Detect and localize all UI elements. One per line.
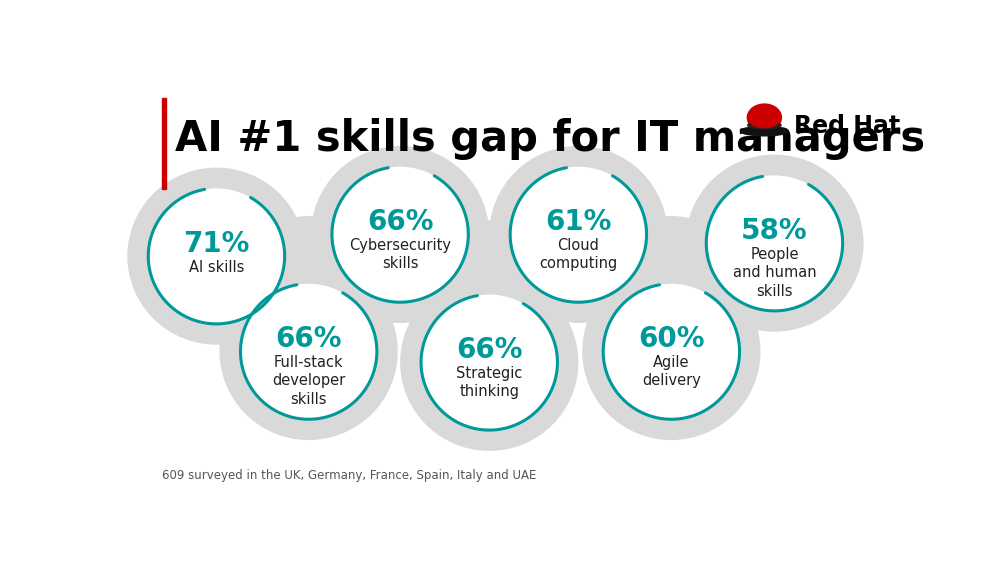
- Ellipse shape: [582, 263, 761, 440]
- Ellipse shape: [748, 122, 781, 129]
- Ellipse shape: [412, 220, 567, 374]
- Text: 609 surveyed in the UK, Germany, France, Spain, Italy and UAE: 609 surveyed in the UK, Germany, France,…: [162, 468, 537, 481]
- FancyBboxPatch shape: [162, 98, 166, 189]
- Ellipse shape: [231, 216, 386, 370]
- Ellipse shape: [706, 175, 843, 311]
- Text: Red Hat: Red Hat: [794, 114, 900, 138]
- Text: Agile
delivery: Agile delivery: [642, 355, 701, 388]
- Text: 66%: 66%: [275, 325, 342, 354]
- Ellipse shape: [741, 127, 788, 136]
- Text: 66%: 66%: [367, 208, 433, 236]
- Ellipse shape: [148, 189, 285, 324]
- Text: 58%: 58%: [741, 217, 808, 245]
- Text: 71%: 71%: [183, 230, 250, 258]
- Text: Cybersecurity
skills: Cybersecurity skills: [349, 238, 451, 271]
- Ellipse shape: [127, 168, 306, 345]
- Ellipse shape: [603, 284, 740, 419]
- Text: 66%: 66%: [456, 336, 522, 364]
- Ellipse shape: [421, 294, 557, 430]
- Ellipse shape: [685, 155, 864, 332]
- Ellipse shape: [332, 167, 468, 302]
- Ellipse shape: [240, 284, 377, 419]
- Ellipse shape: [748, 108, 781, 128]
- Text: Strategic
thinking: Strategic thinking: [456, 366, 522, 399]
- Text: AI skills: AI skills: [189, 260, 244, 275]
- Ellipse shape: [220, 263, 398, 440]
- Text: 61%: 61%: [545, 208, 612, 236]
- Ellipse shape: [400, 274, 578, 451]
- Ellipse shape: [510, 167, 647, 302]
- Text: 60%: 60%: [638, 325, 705, 354]
- Text: AI #1 skills gap for IT managers: AI #1 skills gap for IT managers: [175, 118, 926, 160]
- Text: Full-stack
developer
skills: Full-stack developer skills: [272, 355, 345, 407]
- Ellipse shape: [489, 146, 668, 323]
- Ellipse shape: [311, 146, 489, 323]
- Ellipse shape: [747, 104, 781, 131]
- Text: Cloud
computing: Cloud computing: [539, 238, 618, 271]
- Text: People
and human
skills: People and human skills: [733, 247, 816, 299]
- Ellipse shape: [594, 216, 749, 370]
